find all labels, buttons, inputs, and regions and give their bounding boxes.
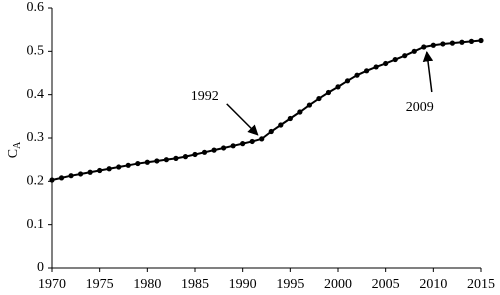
y-tick-label: 0.2 [27, 174, 45, 189]
y-tick-label: 0.5 [27, 44, 45, 59]
data-point [230, 143, 236, 149]
y-tick-label: 0.3 [27, 130, 45, 145]
data-point [373, 64, 379, 70]
annotation-label: 1992 [191, 89, 219, 104]
data-point [58, 175, 65, 181]
data-point [259, 136, 265, 142]
data-point [182, 154, 189, 160]
data-point [468, 38, 475, 44]
x-tick-label: 2000 [324, 277, 352, 292]
data-point [335, 84, 341, 90]
x-tick-label: 1980 [133, 277, 161, 292]
data-point [173, 155, 179, 161]
x-tick-label: 1970 [38, 277, 66, 292]
x-tick-label: 2005 [372, 277, 400, 292]
data-point [430, 42, 436, 48]
data-point [278, 122, 284, 128]
data-point [459, 39, 465, 45]
data-point [125, 162, 131, 168]
data-point [440, 41, 446, 47]
data-line [51, 39, 482, 182]
data-point [411, 48, 417, 54]
data-point [192, 151, 198, 158]
annotation-arrow [226, 103, 259, 136]
x-tick-label: 1975 [86, 277, 114, 292]
data-point [49, 177, 55, 183]
y-tick-label: 0.4 [27, 87, 45, 102]
data-point [316, 95, 322, 102]
x-tick-label: 2015 [467, 277, 495, 292]
data-point [78, 171, 84, 177]
data-point [306, 102, 312, 108]
data-point [287, 115, 293, 122]
data-point [154, 158, 160, 164]
data-point [364, 68, 370, 74]
y-axis-label: CA [6, 141, 23, 158]
data-point [344, 78, 351, 84]
annotation-label: 2009 [406, 100, 434, 115]
data-point [97, 167, 103, 174]
annotation-arrow [422, 50, 434, 93]
data-point [68, 173, 74, 179]
data-point [135, 160, 141, 167]
data-point [478, 37, 484, 44]
x-tick-label: 1995 [276, 277, 304, 292]
data-point [163, 157, 169, 163]
data-point [201, 149, 208, 155]
data-point [392, 56, 398, 63]
data-point [211, 147, 217, 153]
data-point [383, 60, 389, 67]
x-tick-label: 1990 [229, 277, 257, 292]
data-point [144, 159, 150, 165]
data-point [87, 169, 93, 175]
data-point [106, 166, 112, 172]
data-point [325, 89, 332, 96]
data-point [402, 53, 408, 59]
x-tick-label: 1985 [181, 277, 209, 292]
data-point [249, 138, 255, 145]
data-point [421, 44, 427, 50]
y-tick-label: 0.1 [27, 217, 45, 232]
data-point [268, 128, 274, 135]
data-point [297, 109, 303, 115]
y-tick-label: 0 [37, 260, 44, 275]
data-point [221, 145, 227, 151]
data-point [240, 141, 246, 147]
data-point [449, 40, 455, 46]
data-point [116, 164, 122, 170]
y-tick-label: 0.6 [27, 0, 45, 15]
x-tick-label: 2010 [419, 277, 447, 292]
data-point [354, 72, 360, 78]
